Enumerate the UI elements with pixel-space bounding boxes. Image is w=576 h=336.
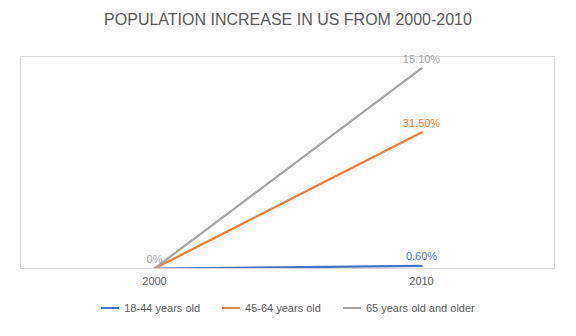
svg-text:2010: 2010 <box>409 275 433 287</box>
svg-text:0%: 0% <box>147 253 163 265</box>
html-text:POPULATION INCREASE IN US FROM: POPULATION INCREASE IN US FROM 2000-2010 <box>104 11 472 28</box>
svg-text:15.10%: 15.10% <box>403 53 441 65</box>
html-text:45-64 years old: 45-64 years old <box>245 302 321 314</box>
svg-text:0.60%: 0.60% <box>406 250 437 262</box>
svg-text:2000: 2000 <box>142 275 166 287</box>
svg-text:31.50%: 31.50% <box>403 117 441 129</box>
html-text:18-44 years old: 18-44 years old <box>124 302 201 314</box>
html-text:65 years old and older: 65 years old and older <box>365 302 475 314</box>
